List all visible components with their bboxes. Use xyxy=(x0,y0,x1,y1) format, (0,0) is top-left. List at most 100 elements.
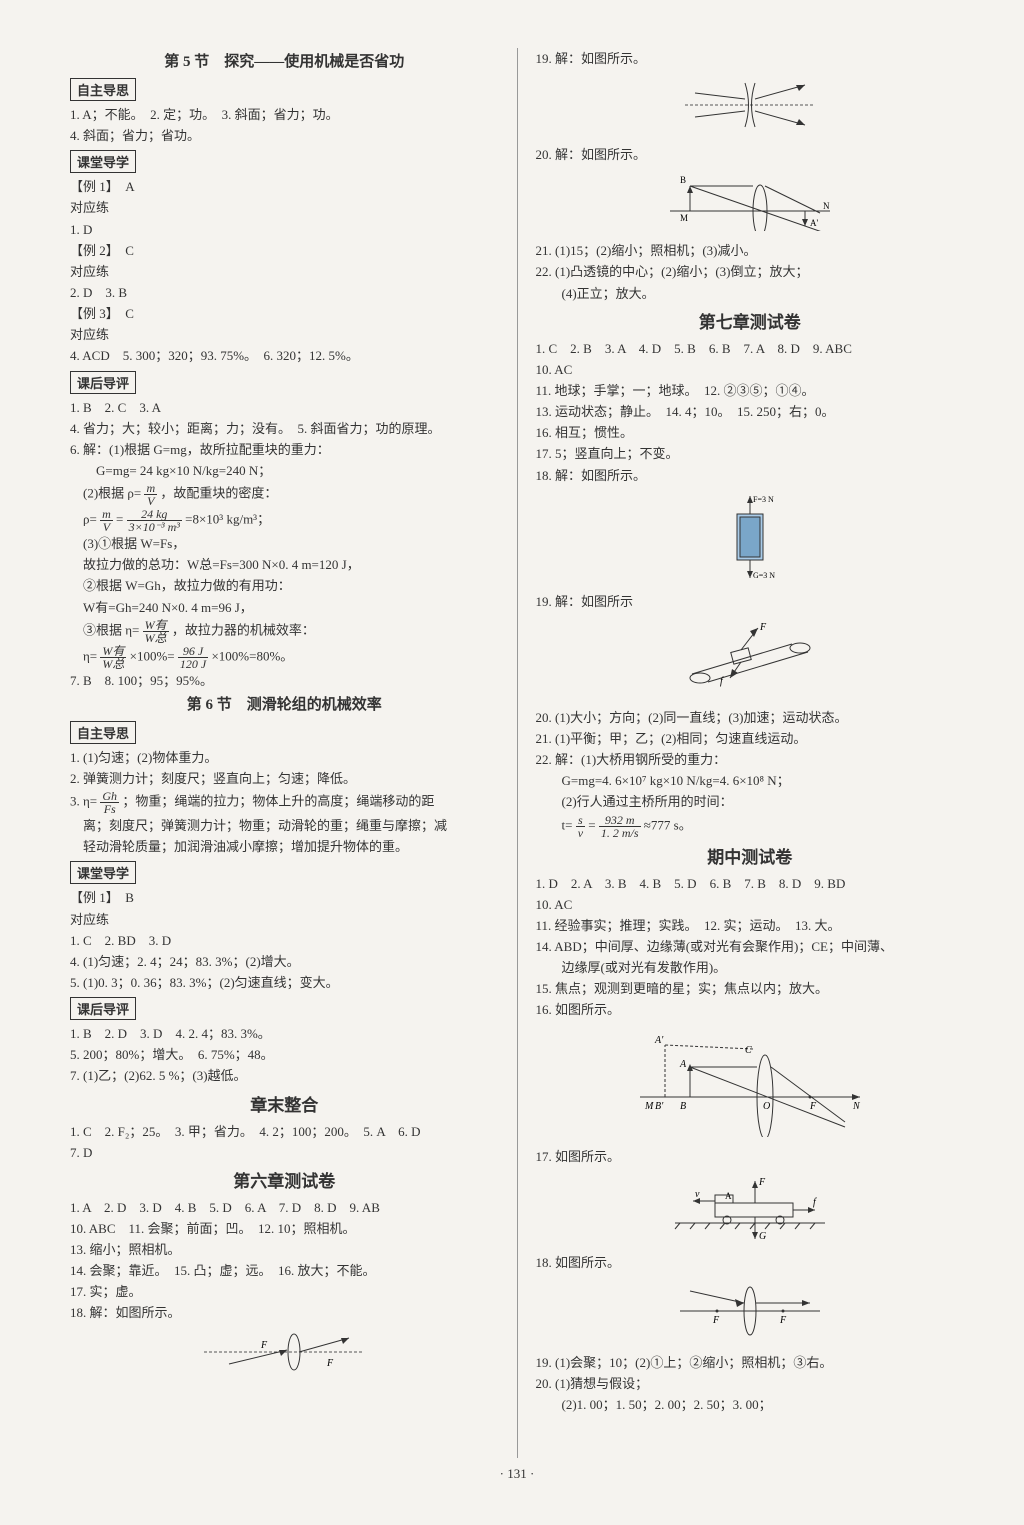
text-line: 16. 相互；惯性。 xyxy=(536,423,965,443)
text-line: 17. 5；竖直向上；不变。 xyxy=(536,444,965,464)
fraction-Wyou-Wzong: W有W总 xyxy=(100,645,126,670)
text-line: 20. (1)大小；方向；(2)同一直线；(3)加速；运动状态。 xyxy=(536,708,965,728)
svg-text:v: v xyxy=(695,1189,700,1200)
text-line: 19. (1)会聚；10；(2)①上；②缩小；照相机；③右。 xyxy=(536,1353,965,1373)
svg-text:M: M xyxy=(644,1101,654,1112)
svg-text:F: F xyxy=(712,1315,720,1326)
text-line: 19. 解：如图所示。 xyxy=(536,49,965,69)
text-line: 2. 弹簧测力计；刻度尺；竖直向上；匀速；降低。 xyxy=(70,769,499,789)
text: ×100%= xyxy=(130,648,175,663)
text-line: 14. 会聚；靠近。 15. 凸；虚；远。 16. 放大；不能。 xyxy=(70,1261,499,1281)
svg-text:A': A' xyxy=(654,1035,664,1046)
formula-line: (2)根据 ρ= mV ，故配重块的密度： xyxy=(70,482,499,507)
text-line: 5. (1)0. 3；0. 36；83. 3%；(2)匀速直线；变大。 xyxy=(70,973,499,993)
text-line: (2)1. 00；1. 50；2. 00；2. 50；3. 00； xyxy=(536,1395,965,1415)
text-line: 22. (1)凸透镜的中心；(2)缩小；(3)倒立；放大； xyxy=(536,262,965,282)
box-zizhudaosi: 自主导思 xyxy=(70,721,136,744)
text: ，故拉力器的机械效率： xyxy=(172,622,315,637)
text: ×100%=80%。 xyxy=(211,648,293,663)
box-ketangdaoxue: 课堂导学 xyxy=(70,150,136,173)
text-line: W有=Gh=240 N×0. 4 m=96 J， xyxy=(70,598,499,618)
example-1b: 【例 1】 B xyxy=(70,888,499,908)
svg-text:F: F xyxy=(326,1358,334,1369)
page: 第 5 节 探究——使用机械是否省功 自主导思 1. A；不能。 2. 定；功。… xyxy=(0,0,1024,1525)
formula-line: t= sv = 932 m1. 2 m/s ≈777 s。 xyxy=(536,814,965,839)
svg-text:f: f xyxy=(813,1197,817,1208)
chapter7-test-title: 第七章测试卷 xyxy=(536,308,965,333)
duiyinglian: 对应练 xyxy=(70,262,499,282)
svg-text:A: A xyxy=(725,1191,732,1201)
svg-text:B: B xyxy=(680,175,686,185)
text-line: 18. 解：如图所示。 xyxy=(70,1303,499,1323)
fraction-Wyou-Wzong: W有W总 xyxy=(143,619,169,644)
text-line: 19. 解：如图所示 xyxy=(536,592,965,612)
figure-17-truck-forces: F G v A f xyxy=(536,1173,965,1247)
text-line: 11. 地球；手掌；一；地球。 12. ②③⑤；①④。 xyxy=(536,381,965,401)
svg-text:G: G xyxy=(759,1231,766,1242)
text-line: 1. B 2. C 3. A xyxy=(70,398,499,418)
text-line: 1. B 2. D 3. D 4. 2. 4；83. 3%。 xyxy=(70,1024,499,1044)
example-3: 【例 3】 C xyxy=(70,304,499,324)
figure-19-inclined-cylinder: F f xyxy=(536,618,965,702)
figure-18-lens: F F xyxy=(70,1330,499,1378)
svg-text:O: O xyxy=(763,1101,770,1112)
text: ；物重；绳端的拉力；物体上升的高度；绳端移动的距 xyxy=(122,794,434,809)
formula-line: 3. η= GhFs ；物重；绳端的拉力；物体上升的高度；绳端移动的距 xyxy=(70,790,499,815)
text-line: 15. 焦点；观测到更暗的星；实；焦点以内；放大。 xyxy=(536,979,965,999)
text-line: (3)①根据 W=Fs， xyxy=(70,534,499,554)
text-line: 4. 斜面；省力；省功。 xyxy=(70,126,499,146)
box-kehoudaoping: 课后导评 xyxy=(70,997,136,1020)
text-line: 11. 经验事实；推理；实践。 12. 实；运动。 13. 大。 xyxy=(536,916,965,936)
svg-text:F=3 N: F=3 N xyxy=(753,495,774,504)
text: t= xyxy=(536,817,573,832)
fraction-m-over-V: mV xyxy=(144,482,157,507)
svg-text:C: C xyxy=(745,1045,752,1056)
text-line: 7. D xyxy=(70,1143,499,1163)
svg-text:N: N xyxy=(852,1101,861,1112)
svg-text:B: B xyxy=(680,1101,686,1112)
text-line: 1. (1)匀速；(2)物体重力。 xyxy=(70,748,499,768)
figure-16-lens-ray: N M A B A' B' C O xyxy=(536,1027,965,1141)
right-column: 19. 解：如图所示。 20. 解：如图所示。 xyxy=(517,48,965,1458)
fraction-s-over-v: sv xyxy=(576,814,585,839)
box-zizhudaosi: 自主导思 xyxy=(70,78,136,101)
fraction-Gh-Fs: GhFs xyxy=(100,790,119,815)
svg-text:M: M xyxy=(680,213,688,223)
chapter6-test-title: 第六章测试卷 xyxy=(70,1167,499,1192)
chapter-end-title: 章末整合 xyxy=(70,1091,499,1116)
figure-18-lens-parallel: F F xyxy=(536,1279,965,1347)
svg-text:F: F xyxy=(759,622,767,633)
text-line: 10. AC xyxy=(536,360,965,380)
text-line: 1. D 2. A 3. B 4. B 5. D 6. B 7. B 8. D … xyxy=(536,874,965,894)
text: =8×10³ kg/m³； xyxy=(185,512,270,527)
text-line: 1. C 2. F₂；25。 3. 甲；省力。 4. 2；100；200。 5.… xyxy=(70,1122,499,1142)
text: η= xyxy=(70,648,97,663)
text-line: 5. 200；80%；增大。 6. 75%；48。 xyxy=(70,1045,499,1065)
text-line: 22. 解：(1)大桥用钢所受的重力： xyxy=(536,750,965,770)
text-line: 21. (1)平衡；甲；乙；(2)相同；匀速直线运动。 xyxy=(536,729,965,749)
text: = xyxy=(588,817,595,832)
text-line: 17. 实；虚。 xyxy=(70,1282,499,1302)
text: ρ= xyxy=(70,512,97,527)
text-line: 1. D xyxy=(70,220,499,240)
fraction-24kg: 24 kg3×10⁻³ m³ xyxy=(127,508,182,533)
svg-text:G=3 N: G=3 N xyxy=(753,571,775,580)
text-line: 20. (1)猜想与假设； xyxy=(536,1374,965,1394)
example-2: 【例 2】 C xyxy=(70,241,499,261)
section-6-title: 第 6 节 测滑轮组的机械效率 xyxy=(70,693,499,714)
text-line: 故拉力做的总功：W总=Fs=300 N×0. 4 m=120 J， xyxy=(70,555,499,575)
example-1: 【例 1】 A xyxy=(70,177,499,197)
svg-text:A: A xyxy=(679,1059,687,1070)
text-line: G=mg=4. 6×10⁷ kg×10 N/kg=4. 6×10⁸ N； xyxy=(536,771,965,791)
svg-text:A': A' xyxy=(810,218,818,228)
left-column: 第 5 节 探究——使用机械是否省功 自主导思 1. A；不能。 2. 定；功。… xyxy=(70,48,517,1458)
text-line: 4. 省力；大；较小；距离；力；没有。 5. 斜面省力；功的原理。 xyxy=(70,419,499,439)
two-column-layout: 第 5 节 探究——使用机械是否省功 自主导思 1. A；不能。 2. 定；功。… xyxy=(70,48,964,1458)
text-line: 10. AC xyxy=(536,895,965,915)
text-line: 17. 如图所示。 xyxy=(536,1147,965,1167)
svg-text:F: F xyxy=(779,1315,787,1326)
formula-line: η= W有W总 ×100%= 96 J120 J ×100%=80%。 xyxy=(70,645,499,670)
text: ，故配重块的密度： xyxy=(160,486,277,501)
formula-line: ρ= mV = 24 kg3×10⁻³ m³ =8×10³ kg/m³； xyxy=(70,508,499,533)
text-line: 13. 运动状态；静止。 14. 4；10。 15. 250；右；0。 xyxy=(536,402,965,422)
